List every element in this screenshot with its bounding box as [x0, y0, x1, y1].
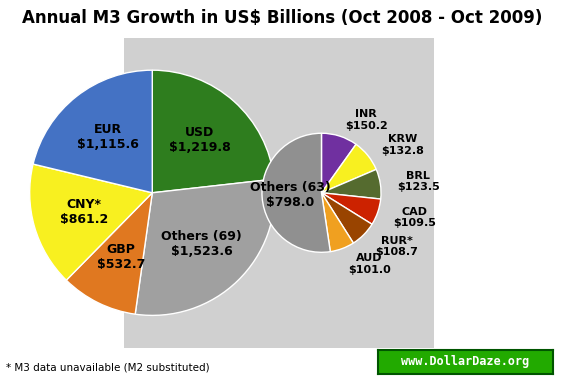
Wedge shape [135, 179, 275, 315]
Wedge shape [321, 193, 372, 243]
Text: KRW
$132.8: KRW $132.8 [381, 134, 424, 156]
Text: CAD
$109.5: CAD $109.5 [394, 207, 437, 228]
Wedge shape [321, 169, 381, 199]
Wedge shape [30, 164, 152, 280]
Text: Others (69)
$1,523.6: Others (69) $1,523.6 [161, 230, 242, 258]
Wedge shape [321, 193, 354, 252]
Text: BRL
$123.5: BRL $123.5 [397, 170, 439, 192]
Wedge shape [152, 70, 274, 193]
Wedge shape [67, 193, 152, 314]
Text: USD
$1,219.8: USD $1,219.8 [169, 126, 231, 154]
Text: Annual M3 Growth in US$ Billions (Oct 2008 - Oct 2009): Annual M3 Growth in US$ Billions (Oct 20… [22, 9, 542, 28]
Text: RUR*
$108.7: RUR* $108.7 [376, 235, 418, 257]
Wedge shape [262, 133, 331, 252]
Text: * M3 data unavailable (M2 substituted): * M3 data unavailable (M2 substituted) [6, 363, 209, 372]
Text: AUD
$101.0: AUD $101.0 [348, 253, 391, 275]
Text: GBP
$532.7: GBP $532.7 [96, 243, 145, 271]
Text: INR
$150.2: INR $150.2 [345, 109, 387, 131]
Text: EUR
$1,115.6: EUR $1,115.6 [77, 123, 139, 151]
Wedge shape [33, 70, 152, 193]
Text: www.DollarDaze.org: www.DollarDaze.org [401, 355, 530, 369]
Wedge shape [321, 193, 381, 224]
Text: CNY*
$861.2: CNY* $861.2 [60, 198, 108, 226]
Text: Others (63)
$798.0: Others (63) $798.0 [250, 181, 331, 209]
Wedge shape [321, 133, 356, 193]
Wedge shape [321, 144, 376, 193]
